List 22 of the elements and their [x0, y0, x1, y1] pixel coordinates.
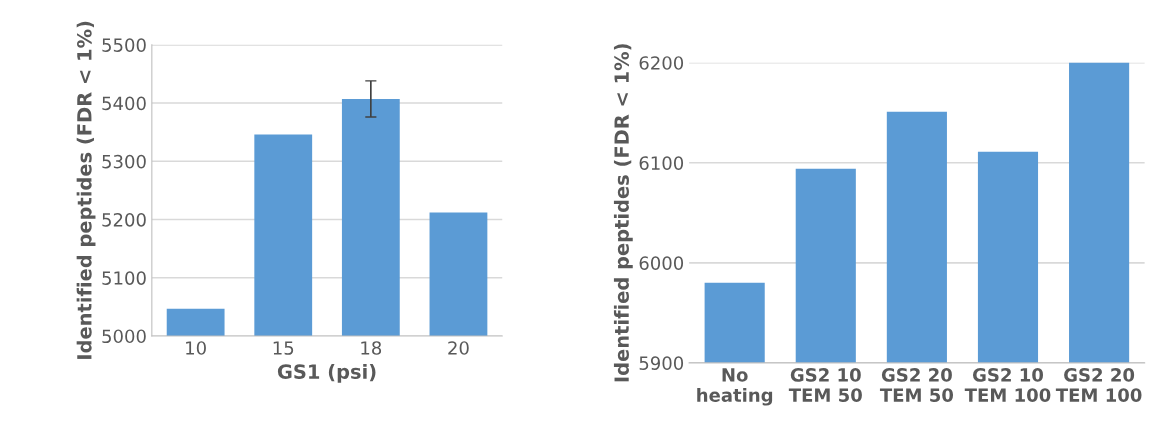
- x-tick-label: GS2 10 TEM 50: [788, 368, 862, 402]
- x-tick-label: No heating: [697, 368, 773, 406]
- x-tick-label: 20: [448, 341, 469, 355]
- x-tick-label: GS2 20 TEM 100: [1055, 368, 1142, 402]
- y-tick-label: 5000: [102, 329, 146, 344]
- x-tick-label: 18: [361, 341, 382, 355]
- y-tick-label: 5300: [102, 154, 146, 169]
- x-tick-label: 10: [186, 341, 206, 355]
- y-tick-label: 5900: [639, 356, 684, 370]
- x-tick-label: 15: [273, 341, 294, 355]
- x-axis-title: GS1 (psi): [277, 363, 376, 383]
- y-tick-label: 5200: [102, 212, 146, 227]
- y-tick-label: 6200: [639, 56, 684, 70]
- x-tick-label: GS2 20 TEM 50: [879, 368, 954, 402]
- y-tick-label: 6000: [639, 256, 684, 270]
- y-tick-label: 5400: [102, 96, 146, 111]
- y-tick-label: 6100: [639, 156, 684, 170]
- y-tick-label: 5500: [102, 38, 146, 52]
- y-axis-title: Identified peptides (FDR < 1%): [613, 44, 633, 382]
- y-tick-label: 5100: [102, 271, 146, 285]
- x-tick-label: GS2 10 TEM 100: [964, 368, 1051, 402]
- y-axis-title: Identified peptides (FDR < 1%): [76, 21, 96, 359]
